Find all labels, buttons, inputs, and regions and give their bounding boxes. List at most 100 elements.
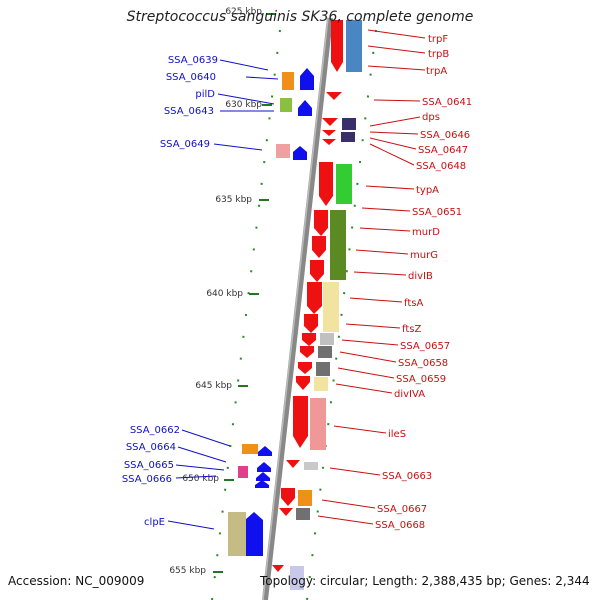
leader-line	[373, 99, 421, 102]
ruler-label: 650 kbp	[182, 474, 219, 484]
gene-label-SSA_0666[interactable]: SSA_0666	[122, 474, 172, 485]
leader-line	[349, 297, 403, 303]
cog-block	[318, 346, 332, 358]
gene-arrow-divIVA[interactable]	[296, 376, 310, 390]
leader-line	[175, 475, 217, 479]
gene-arrow-murG[interactable]	[312, 236, 326, 258]
gene-arrow-SSA_0646[interactable]	[322, 130, 336, 136]
cog-block	[282, 72, 294, 90]
gene-arrow-divIB[interactable]	[310, 260, 324, 282]
gene-label-ftsZ[interactable]: ftsZ	[402, 324, 421, 335]
genome-backbone	[262, 17, 333, 600]
leader-line	[219, 59, 269, 71]
gene-arrow-SSA_0658[interactable]	[300, 346, 314, 358]
cog-block	[320, 333, 334, 345]
gene-arrow-ftsZ[interactable]	[304, 314, 318, 333]
gene-arrow-SSA_0648[interactable]	[322, 139, 336, 145]
gene-arrow-SSA_0664[interactable]	[257, 462, 271, 472]
cog-block	[280, 98, 292, 112]
genome-backbone-highlight	[262, 17, 329, 600]
gene-label-SSA_0658[interactable]: SSA_0658	[398, 358, 448, 369]
accession-text: Accession: NC_009009	[8, 574, 145, 588]
leader-line	[369, 143, 415, 166]
gene-label-clpE[interactable]: clpE	[144, 517, 165, 528]
gene-arrow-ileS[interactable]	[293, 396, 308, 448]
gene-label-SSA_0640[interactable]: SSA_0640	[166, 72, 216, 83]
leader-line	[321, 499, 376, 509]
cog-block	[316, 362, 330, 376]
gene-label-SSA_0649[interactable]: SSA_0649	[160, 139, 210, 150]
gene-arrow-SSA_0643[interactable]	[298, 100, 312, 116]
gene-label-typA[interactable]: typA	[416, 185, 439, 196]
gene-arrow-SSA_0662[interactable]	[258, 446, 272, 456]
leader-line	[167, 520, 215, 530]
cog-block	[342, 118, 356, 130]
cog-block	[228, 512, 246, 556]
leader-line	[337, 367, 395, 379]
gene-label-SSA_0662[interactable]: SSA_0662	[130, 425, 180, 436]
leader-line	[333, 425, 387, 434]
gene-label-SSA_0668[interactable]: SSA_0668	[375, 520, 425, 531]
gene-arrow-SSA_0666[interactable]	[255, 480, 269, 488]
gene-label-ileS[interactable]: ileS	[388, 429, 406, 440]
gene-label-divIB[interactable]: divIB	[408, 271, 433, 282]
leader-line	[369, 137, 417, 150]
gene-label-SSA_0639[interactable]: SSA_0639	[168, 55, 218, 66]
gene-label-SSA_0648[interactable]: SSA_0648	[416, 161, 466, 172]
gene-arrow-SSA_0641[interactable]	[326, 92, 342, 100]
gene-arrow-murD[interactable]	[314, 210, 328, 236]
cog-block	[330, 210, 346, 280]
gene-label-SSA_0646[interactable]: SSA_0646	[420, 130, 470, 141]
gene-arrow-trpF[interactable]	[331, 20, 343, 72]
cog-block	[341, 132, 355, 142]
ruler-label: 640 kbp	[206, 289, 243, 299]
gene-label-SSA_0663[interactable]: SSA_0663	[382, 471, 432, 482]
minus-strand-genes	[245, 68, 314, 556]
gene-label-SSA_0665[interactable]: SSA_0665	[124, 460, 174, 471]
outer-track-guide	[306, 29, 377, 600]
gene-arrow-SSA_0640[interactable]	[300, 68, 314, 90]
gene-label-SSA_0659[interactable]: SSA_0659	[396, 374, 446, 385]
gene-label-SSA_0647[interactable]: SSA_0647	[418, 145, 468, 156]
gene-arrow-bottom[interactable]	[272, 565, 284, 572]
leader-line	[329, 467, 381, 476]
ruler-label: 635 kbp	[215, 195, 252, 205]
gene-label-SSA_0657[interactable]: SSA_0657	[400, 341, 450, 352]
gene-label-trpB[interactable]: trpB	[428, 49, 449, 60]
gene-label-SSA_0664[interactable]: SSA_0664	[126, 442, 176, 453]
gene-arrow-SSA_0657[interactable]	[302, 333, 316, 346]
gene-label-murD[interactable]: murD	[412, 227, 440, 238]
gene-arrow-SSA_0663[interactable]	[286, 460, 300, 468]
gene-label-pilD[interactable]: pilD	[195, 89, 215, 100]
gene-label-SSA_0667[interactable]: SSA_0667	[377, 504, 427, 515]
gene-arrow-SSA_0659[interactable]	[298, 362, 312, 374]
gene-arrow-dps[interactable]	[322, 118, 338, 126]
gene-label-murG[interactable]: murG	[410, 250, 438, 261]
gene-label-dps[interactable]: dps	[422, 112, 440, 123]
gene-label-trpA[interactable]: trpA	[426, 66, 447, 77]
leader-line	[353, 271, 407, 276]
gene-arrow-SSA_0668[interactable]	[279, 508, 293, 516]
gene-arrow-clpE[interactable]	[245, 512, 263, 556]
plus-strand-genes	[272, 20, 343, 572]
leader-line	[365, 185, 415, 190]
gene-arrow-SSA_0667[interactable]	[281, 488, 295, 506]
gene-arrow-typA[interactable]	[319, 162, 333, 206]
gene-label-SSA_0651[interactable]: SSA_0651	[412, 207, 462, 218]
gene-label-SSA_0641[interactable]: SSA_0641	[422, 97, 472, 108]
gene-arrow-SSA_0665[interactable]	[256, 472, 270, 481]
gene-label-SSA_0643[interactable]: SSA_0643	[164, 106, 214, 117]
gene-label-divIVA[interactable]: divIVA	[394, 389, 425, 400]
leader-line	[213, 143, 263, 151]
gene-label-ftsA[interactable]: ftsA	[404, 298, 423, 309]
cog-blocks	[228, 20, 362, 590]
leader-line	[245, 76, 279, 80]
leader-line	[175, 464, 225, 471]
gene-arrow-SSA_0649[interactable]	[293, 146, 307, 160]
leader-line	[339, 351, 397, 363]
cog-block	[238, 466, 248, 478]
gene-arrow-ftsA[interactable]	[307, 282, 322, 314]
leader-line	[361, 207, 411, 212]
gene-label-trpF[interactable]: trpF	[428, 34, 448, 45]
